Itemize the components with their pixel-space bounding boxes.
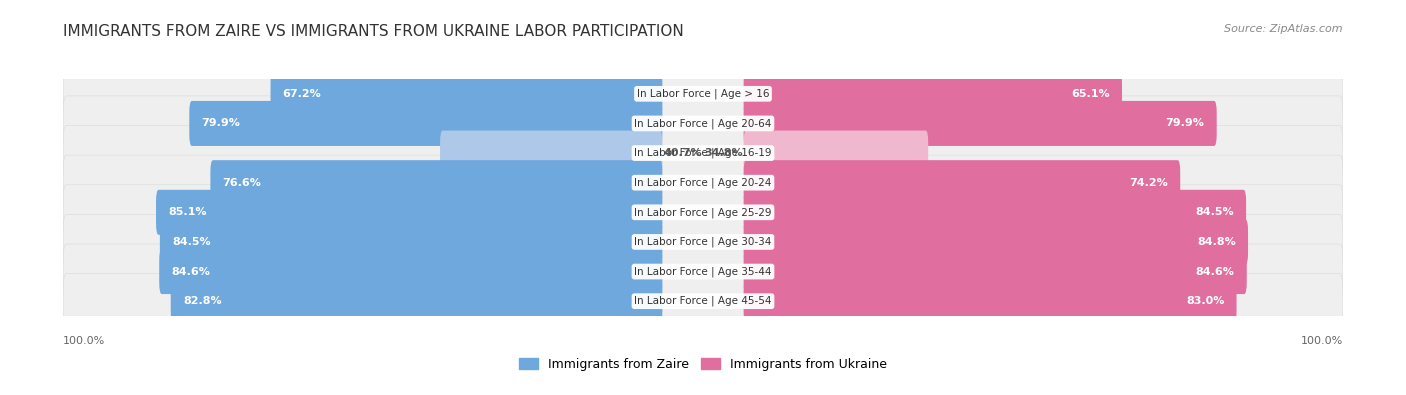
Text: 83.0%: 83.0% xyxy=(1187,296,1225,306)
FancyBboxPatch shape xyxy=(744,249,1247,294)
Text: IMMIGRANTS FROM ZAIRE VS IMMIGRANTS FROM UKRAINE LABOR PARTICIPATION: IMMIGRANTS FROM ZAIRE VS IMMIGRANTS FROM… xyxy=(63,24,685,39)
Text: 84.6%: 84.6% xyxy=(172,267,211,276)
Text: In Labor Force | Age 25-29: In Labor Force | Age 25-29 xyxy=(634,207,772,218)
FancyBboxPatch shape xyxy=(211,160,662,205)
Legend: Immigrants from Zaire, Immigrants from Ukraine: Immigrants from Zaire, Immigrants from U… xyxy=(515,353,891,376)
Text: In Labor Force | Age 30-34: In Labor Force | Age 30-34 xyxy=(634,237,772,247)
Text: 76.6%: 76.6% xyxy=(222,178,262,188)
Text: In Labor Force | Age 45-54: In Labor Force | Age 45-54 xyxy=(634,296,772,307)
FancyBboxPatch shape xyxy=(190,101,662,146)
Text: 84.8%: 84.8% xyxy=(1197,237,1236,247)
FancyBboxPatch shape xyxy=(63,66,1343,121)
FancyBboxPatch shape xyxy=(63,126,1343,181)
Text: 100.0%: 100.0% xyxy=(63,336,105,346)
FancyBboxPatch shape xyxy=(63,155,1343,210)
Text: 84.6%: 84.6% xyxy=(1195,267,1234,276)
Text: 100.0%: 100.0% xyxy=(1301,336,1343,346)
FancyBboxPatch shape xyxy=(63,96,1343,151)
FancyBboxPatch shape xyxy=(270,71,662,116)
FancyBboxPatch shape xyxy=(744,71,1122,116)
FancyBboxPatch shape xyxy=(744,130,928,175)
Text: In Labor Force | Age 35-44: In Labor Force | Age 35-44 xyxy=(634,266,772,277)
FancyBboxPatch shape xyxy=(744,279,1236,324)
Text: In Labor Force | Age 16-19: In Labor Force | Age 16-19 xyxy=(634,148,772,158)
Text: 79.9%: 79.9% xyxy=(201,118,240,128)
FancyBboxPatch shape xyxy=(744,220,1249,265)
FancyBboxPatch shape xyxy=(744,160,1180,205)
FancyBboxPatch shape xyxy=(156,190,662,235)
Text: 74.2%: 74.2% xyxy=(1129,178,1168,188)
FancyBboxPatch shape xyxy=(159,249,662,294)
FancyBboxPatch shape xyxy=(160,220,662,265)
FancyBboxPatch shape xyxy=(744,190,1246,235)
Text: Source: ZipAtlas.com: Source: ZipAtlas.com xyxy=(1225,24,1343,34)
FancyBboxPatch shape xyxy=(440,130,662,175)
Text: 82.8%: 82.8% xyxy=(183,296,222,306)
FancyBboxPatch shape xyxy=(170,279,662,324)
Text: 40.7%: 40.7% xyxy=(664,148,702,158)
Text: In Labor Force | Age > 16: In Labor Force | Age > 16 xyxy=(637,88,769,99)
FancyBboxPatch shape xyxy=(63,185,1343,240)
Text: 84.5%: 84.5% xyxy=(1195,207,1234,217)
Text: 65.1%: 65.1% xyxy=(1071,89,1109,99)
Text: In Labor Force | Age 20-24: In Labor Force | Age 20-24 xyxy=(634,177,772,188)
Text: 84.5%: 84.5% xyxy=(172,237,211,247)
Text: In Labor Force | Age 20-64: In Labor Force | Age 20-64 xyxy=(634,118,772,129)
FancyBboxPatch shape xyxy=(63,214,1343,269)
Text: 85.1%: 85.1% xyxy=(169,207,207,217)
FancyBboxPatch shape xyxy=(63,244,1343,299)
Text: 79.9%: 79.9% xyxy=(1166,118,1205,128)
Text: 34.8%: 34.8% xyxy=(704,148,742,158)
FancyBboxPatch shape xyxy=(744,101,1216,146)
Text: 67.2%: 67.2% xyxy=(283,89,322,99)
FancyBboxPatch shape xyxy=(63,274,1343,329)
